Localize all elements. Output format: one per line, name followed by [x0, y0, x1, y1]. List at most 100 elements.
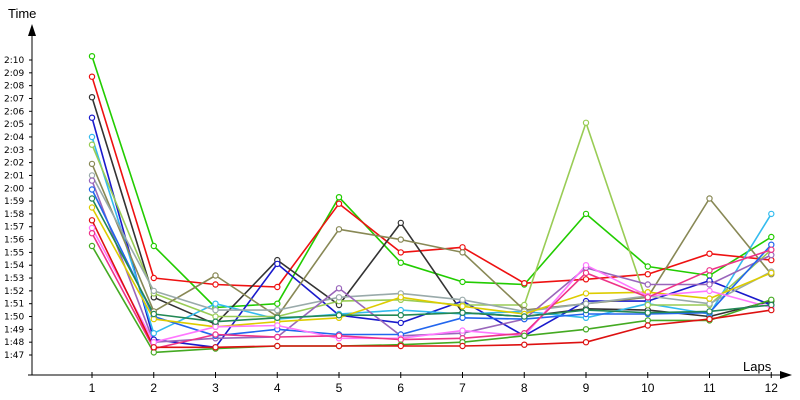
data-point [397, 294, 404, 301]
data-point [212, 344, 219, 351]
data-point [88, 217, 96, 224]
y-tick-label: 1:57 [4, 223, 24, 233]
data-point [397, 342, 404, 350]
data-point [88, 114, 96, 121]
series-line-8 [91, 175, 772, 313]
data-point [706, 250, 713, 257]
data-point [150, 287, 157, 295]
x-tick-label: 3 [212, 381, 219, 395]
data-point [274, 283, 281, 291]
y-tick-label: 2:01 [4, 171, 24, 181]
data-point [582, 290, 590, 297]
data-point [459, 244, 466, 251]
data-point [582, 262, 590, 269]
series-line-14 [91, 245, 772, 354]
data-point [768, 246, 775, 253]
data-point [150, 274, 157, 282]
data-point [150, 310, 157, 318]
data-point [706, 315, 713, 323]
data-point [706, 287, 713, 295]
data-point [274, 306, 281, 314]
y-axis-title: Time [8, 6, 36, 21]
data-point [88, 186, 96, 193]
y-tick-label: 1:47 [4, 351, 24, 361]
series-line-7 [91, 163, 772, 318]
data-point [768, 269, 775, 277]
x-axis-arrow-icon [780, 371, 792, 379]
data-point [459, 249, 466, 256]
data-point [88, 73, 96, 80]
x-tick-label: 1 [89, 381, 96, 395]
data-point [212, 281, 219, 288]
y-tick-label: 1:52 [4, 287, 24, 297]
data-point [768, 251, 775, 259]
series-line-1 [91, 55, 772, 309]
data-point [582, 269, 590, 277]
x-tick-label: 11 [703, 381, 716, 395]
data-point [706, 308, 713, 315]
data-point [768, 241, 775, 248]
data-point [335, 332, 343, 339]
data-point [644, 281, 652, 288]
data-point [582, 119, 590, 127]
x-tick-label: 8 [521, 381, 528, 395]
data-point [459, 296, 466, 303]
x-tick-label: 2 [150, 381, 157, 395]
data-point [644, 309, 652, 316]
y-tick-label: 2:00 [4, 184, 24, 194]
data-point [768, 256, 775, 264]
data-point [397, 312, 404, 319]
data-point [88, 141, 96, 148]
data-point [150, 315, 157, 323]
data-point [150, 344, 157, 351]
series-line-16 [91, 219, 772, 349]
data-point [88, 195, 96, 202]
data-point [88, 133, 96, 141]
data-point [521, 332, 528, 339]
y-tick-label: 1:59 [4, 197, 24, 207]
y-tick-label: 2:07 [4, 94, 24, 104]
data-point [459, 327, 466, 334]
data-point [397, 306, 404, 314]
data-point [150, 339, 157, 346]
x-tick-label: 5 [336, 381, 343, 395]
data-point [88, 93, 96, 101]
x-tick-label: 10 [641, 381, 655, 395]
y-tick-label: 2:06 [4, 107, 24, 117]
y-tick-label: 2:05 [4, 120, 24, 130]
x-tick-label: 6 [397, 381, 404, 395]
series-line-13 [91, 232, 772, 350]
data-point [274, 333, 281, 341]
series-line-10 [91, 189, 772, 337]
y-tick-label: 1:55 [4, 248, 24, 258]
y-tick-label: 1:54 [4, 261, 24, 271]
data-point [521, 280, 528, 287]
data-point [521, 301, 528, 309]
data-point [88, 177, 96, 184]
data-point [644, 322, 652, 329]
data-point [88, 204, 96, 211]
data-point [521, 341, 528, 348]
y-tick-label: 1:56 [4, 236, 24, 246]
data-point [212, 318, 219, 325]
data-point [335, 342, 343, 350]
y-ticks: 1:47 1:48 1:49 1:50 1:51 1:52 1:53 1:54 1:55 1:56… [4, 56, 32, 361]
data-point [459, 278, 466, 286]
data-point [88, 229, 96, 237]
data-point [706, 195, 713, 202]
data-point [335, 193, 343, 201]
data-point [88, 242, 96, 250]
data-point [768, 233, 775, 241]
data-point [706, 295, 713, 302]
series-markers [88, 53, 775, 356]
data-point [459, 342, 466, 350]
y-tick-label: 2:04 [4, 133, 24, 143]
y-axis-arrow-icon [28, 24, 36, 36]
data-point [644, 263, 652, 270]
data-point [88, 53, 96, 60]
data-point [212, 272, 219, 279]
data-point [768, 210, 775, 218]
y-tick-label: 2:03 [4, 146, 24, 156]
data-point [88, 172, 96, 179]
data-point [88, 224, 96, 232]
